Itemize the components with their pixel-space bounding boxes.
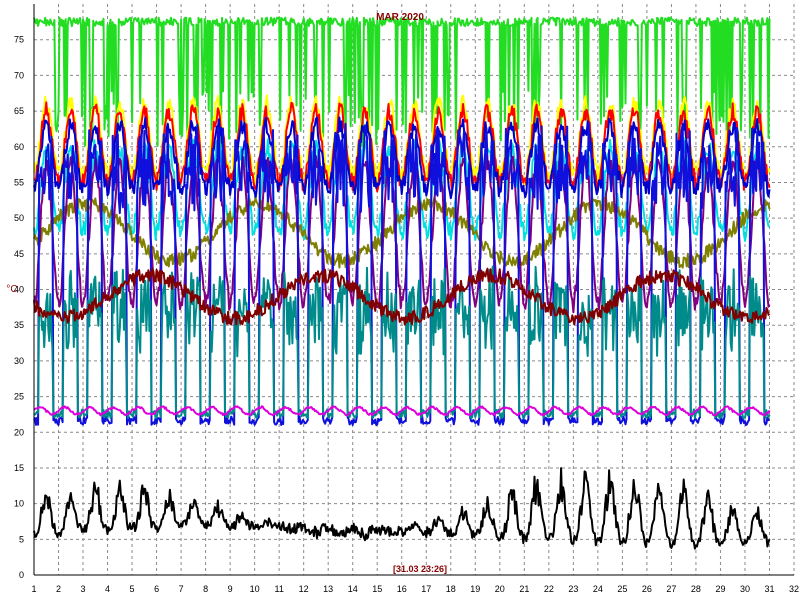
series-lines (33, 16, 771, 550)
series-line (33, 467, 771, 550)
y-tick-label: 65 (14, 106, 24, 116)
y-tick-label: 35 (14, 320, 24, 330)
x-tick-label: 29 (715, 584, 725, 594)
x-tick-label: 14 (348, 584, 358, 594)
y-tick-label: 25 (14, 392, 24, 402)
x-tick-label: 15 (372, 584, 382, 594)
y-tick-label: 30 (14, 356, 24, 366)
x-tick-label: 20 (495, 584, 505, 594)
x-tick-label: 24 (593, 584, 603, 594)
y-tick-label: 75 (14, 35, 24, 45)
y-tick-label: 70 (14, 70, 24, 80)
chart-title: MAR 2020 (376, 12, 424, 23)
y-tick-label: 20 (14, 427, 24, 437)
series-line (33, 116, 771, 200)
x-tick-label: 19 (470, 584, 480, 594)
x-tick-labels: 1 2 3 4 5 6 7 8 9 10 11 12 13 14 15 16 17 18 19 20 21 22 23 24 2… (31, 584, 799, 594)
y-tick-labels: 0 5 10 15 20 25 30 35 40 45 50 55 60 65 70 75 (14, 35, 24, 580)
x-tick-label: 31 (764, 584, 774, 594)
series-line (33, 196, 771, 269)
x-tick-label: 13 (323, 584, 333, 594)
y-tick-label: 10 (14, 499, 24, 509)
x-tick-label: 2 (56, 584, 61, 594)
y-tick-label: 50 (14, 213, 24, 223)
x-tick-label: 10 (250, 584, 260, 594)
y-tick-label: 5 (19, 534, 24, 544)
x-tick-label: 16 (397, 584, 407, 594)
series-line (33, 267, 771, 326)
x-tick-label: 27 (666, 584, 676, 594)
x-tick-label: 22 (544, 584, 554, 594)
y-tick-label: 15 (14, 463, 24, 473)
y-tick-label: 45 (14, 249, 24, 259)
x-tick-label: 23 (568, 584, 578, 594)
x-tick-label: 30 (740, 584, 750, 594)
x-tick-label: 12 (299, 584, 309, 594)
series-line (33, 265, 771, 419)
x-tick-label: 17 (421, 584, 431, 594)
x-tick-label: 18 (446, 584, 456, 594)
x-tick-label: 7 (179, 584, 184, 594)
x-tick-label: 9 (228, 584, 233, 594)
x-tick-label: 25 (617, 584, 627, 594)
series-line (33, 405, 771, 417)
x-tick-label: 21 (519, 584, 529, 594)
series-line (33, 16, 771, 148)
x-tick-label: 32 (789, 584, 799, 594)
x-tick-label: 11 (274, 584, 283, 594)
y-tick-label: 0 (19, 570, 24, 580)
timestamp-label: [31.03 23:26] (393, 564, 447, 574)
series-line (33, 122, 770, 426)
x-tick-label: 4 (105, 584, 110, 594)
x-tick-label: 26 (642, 584, 652, 594)
x-tick-label: 6 (154, 584, 159, 594)
y-axis-label: °C (6, 284, 17, 295)
y-tick-label: 40 (14, 285, 24, 295)
x-tick-label: 3 (81, 584, 86, 594)
y-tick-label: 60 (14, 142, 24, 152)
x-tick-label: 1 (31, 584, 36, 594)
series-line (33, 151, 771, 314)
x-tick-label: 5 (130, 584, 135, 594)
x-tick-label: 28 (691, 584, 701, 594)
x-tick-label: 8 (203, 584, 208, 594)
y-tick-label: 55 (14, 177, 24, 187)
